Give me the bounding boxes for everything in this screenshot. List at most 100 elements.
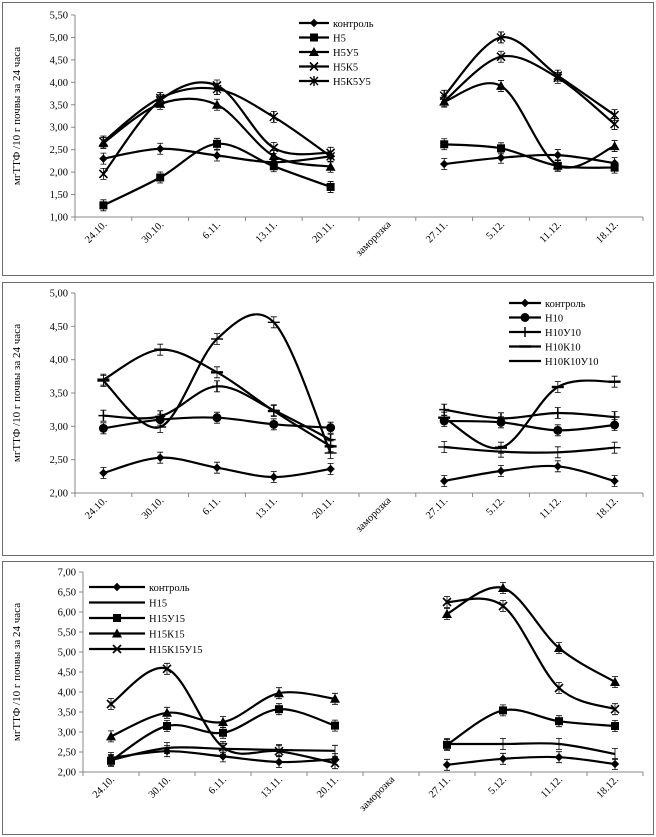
data-point	[498, 601, 508, 611]
x-tick-label: 13.11.	[254, 495, 280, 521]
data-point	[440, 140, 449, 149]
series-line	[443, 54, 616, 125]
y-axis-title: мгТТФ /10 г почвы за 24 часа	[11, 324, 23, 462]
data-point	[163, 722, 171, 730]
x-tick-label: 27.11.	[424, 495, 450, 521]
data-point	[610, 476, 619, 486]
legend-marker	[520, 298, 530, 308]
data-point	[219, 728, 227, 737]
data-point	[326, 464, 335, 474]
data-point	[212, 99, 222, 109]
data-point	[553, 425, 563, 435]
data-point	[212, 463, 222, 472]
x-tick-label: 27.11.	[427, 774, 453, 800]
legend-item: Н5	[299, 33, 346, 45]
data-point	[553, 70, 563, 81]
x-tick-label: 5.12.	[486, 774, 509, 797]
legend-label: Н5	[333, 34, 346, 45]
x-tick-label: 13.11.	[259, 774, 285, 800]
data-point	[218, 742, 228, 752]
series-line	[446, 755, 616, 766]
y-tick-label: 3,50	[50, 100, 68, 111]
data-point	[106, 731, 116, 741]
x-tick-label: 18.12.	[594, 495, 620, 521]
data-point	[439, 90, 449, 101]
legend-label: Н15	[149, 599, 167, 610]
data-point	[442, 760, 452, 769]
data-point	[155, 411, 166, 422]
x-tick-label: 27.11.	[424, 219, 450, 245]
data-point	[99, 468, 108, 478]
x-tick-label: 13.11.	[254, 219, 280, 245]
data-point	[498, 754, 508, 763]
x-tick-label: заморозка	[358, 774, 398, 814]
data-point	[212, 413, 222, 423]
x-tick-label: 20.11.	[315, 774, 341, 800]
error-bar	[612, 748, 618, 760]
legend-item: Н10К10У10	[509, 357, 599, 368]
y-tick-label: 3,00	[58, 728, 76, 739]
legend-marker	[520, 327, 530, 337]
legend-marker	[520, 313, 530, 322]
data-point	[98, 423, 108, 433]
data-point	[442, 597, 452, 607]
data-point	[498, 583, 508, 592]
x-tick-label: 20.11.	[311, 495, 337, 521]
x-tick-label: 18.12.	[594, 219, 620, 245]
legend-marker	[309, 47, 319, 56]
legend-marker	[113, 614, 121, 622]
y-axis-title: мгТТФ /10 г почвы за 24 часа	[11, 603, 23, 741]
series-Н5У5	[98, 80, 620, 173]
data-point	[610, 677, 620, 686]
data-point	[610, 704, 620, 714]
y-tick-label: 2,00	[50, 168, 68, 179]
data-point	[496, 52, 506, 62]
x-tick-label: заморозка	[354, 219, 394, 259]
data-point	[553, 462, 562, 471]
data-point	[274, 757, 284, 767]
data-point	[107, 756, 115, 765]
x-tick-label: 18.12.	[595, 774, 621, 800]
data-point	[156, 144, 165, 153]
data-point	[326, 182, 335, 191]
data-point	[269, 472, 278, 482]
data-point	[98, 410, 109, 421]
data-point	[156, 173, 165, 182]
x-tick-label: 30.10.	[140, 219, 166, 245]
legend-item: Н10К10	[509, 343, 581, 354]
data-point	[554, 643, 564, 652]
series-line	[446, 708, 616, 746]
data-point	[496, 80, 506, 90]
data-point	[442, 609, 452, 618]
series-line	[443, 82, 616, 169]
series-Н15У15	[107, 703, 619, 767]
series-контроль	[106, 745, 620, 771]
data-point	[325, 161, 336, 171]
data-point	[98, 169, 108, 179]
error-bar	[332, 744, 338, 757]
y-tick-label: 3,50	[58, 708, 76, 719]
x-tick-label: 11.12.	[538, 495, 564, 521]
data-point	[213, 139, 221, 148]
data-point	[610, 163, 619, 172]
data-point	[326, 151, 336, 162]
y-tick-label: 5,00	[50, 33, 68, 44]
y-tick-label: 4,50	[58, 668, 76, 679]
y-tick-label: 4,00	[50, 78, 68, 89]
y-tick-label: 3,50	[50, 389, 68, 400]
data-point	[552, 408, 563, 418]
data-point	[553, 150, 562, 160]
x-tick-label: 11.12.	[539, 774, 565, 800]
error-bar	[500, 738, 506, 750]
legend-item: контроль	[89, 582, 190, 594]
y-tick-label: 4,00	[50, 355, 68, 366]
legend-label: Н10К10	[545, 343, 581, 354]
line-chart-1: 1,00 1,50 2,00 2,50 3,00 3,50 4,00 4,50 5,00 5,50…	[11, 11, 644, 259]
legend-item: Н15	[89, 599, 167, 610]
y-tick-label: 6,50	[58, 588, 76, 599]
error-bar	[164, 742, 170, 754]
data-point	[499, 706, 507, 715]
series-line	[444, 464, 615, 483]
data-point	[496, 413, 506, 424]
x-tick-label: 11.12.	[538, 219, 564, 245]
